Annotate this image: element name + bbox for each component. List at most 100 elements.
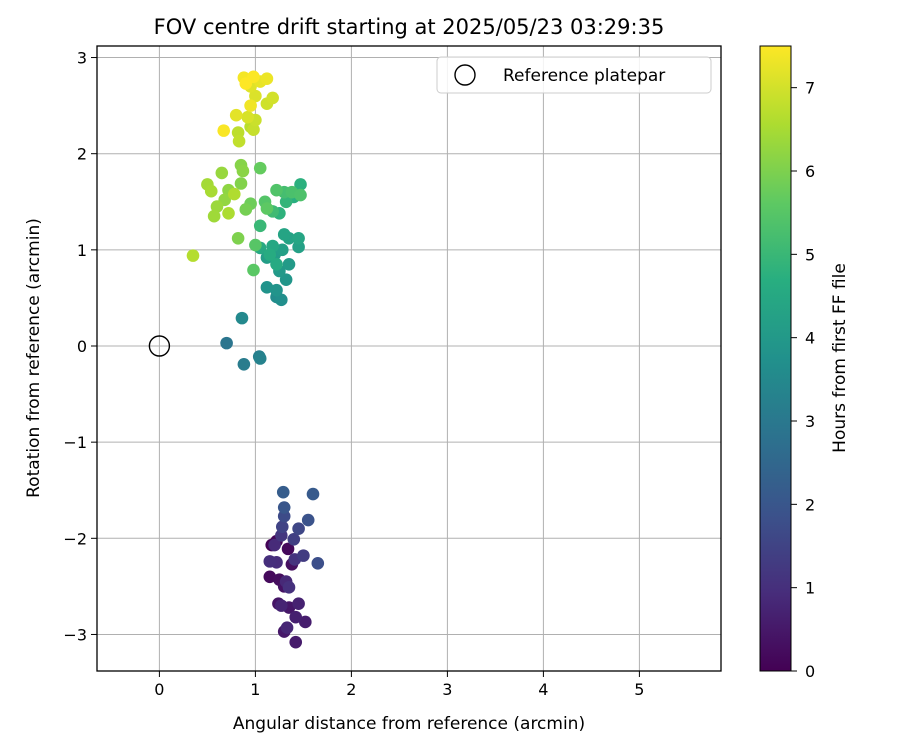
data-point — [239, 203, 253, 216]
y-tick-label: −1 — [63, 433, 87, 452]
data-point — [229, 108, 243, 122]
x-tick-label: 5 — [634, 680, 644, 699]
data-point — [297, 549, 310, 562]
x-tick-label: 1 — [250, 680, 260, 699]
legend-box — [436, 56, 712, 94]
legend-label: Reference platepar — [503, 66, 665, 86]
y-tick-label: 2 — [77, 145, 87, 164]
legend-open-circle-icon — [454, 64, 476, 86]
data-point — [260, 202, 274, 215]
data-point — [247, 123, 260, 136]
data-point — [241, 110, 255, 124]
chart-title: FOV centre drift starting at 2025/05/23 … — [154, 15, 665, 39]
colorbar-tick-label: 6 — [805, 162, 815, 181]
reference-platepar-marker — [148, 335, 171, 357]
data-point — [231, 232, 245, 245]
data-point — [215, 166, 229, 180]
y-tick-label: 3 — [77, 49, 87, 68]
data-point — [210, 200, 224, 213]
data-point — [277, 509, 291, 523]
data-point — [253, 352, 267, 365]
legend: Reference platepar — [436, 56, 712, 94]
data-point — [253, 161, 267, 175]
data-point — [268, 538, 281, 552]
colorbar-tick-label: 5 — [805, 245, 815, 264]
x-tick-label: 0 — [154, 680, 164, 699]
y-tick-label: 1 — [77, 241, 87, 260]
plot-frame — [96, 45, 722, 672]
data-point — [292, 232, 305, 245]
x-tick-label: 4 — [538, 680, 548, 699]
data-point — [299, 615, 312, 629]
colorbar-tick-label: 0 — [805, 662, 815, 681]
data-point — [281, 542, 295, 556]
data-point — [260, 281, 274, 294]
data-point — [275, 293, 288, 307]
colorbar-tick-label: 3 — [805, 412, 815, 431]
data-point — [220, 336, 233, 350]
x-tick-label: 2 — [346, 680, 356, 699]
data-point — [275, 599, 288, 612]
data-point — [301, 513, 315, 527]
data-point — [235, 311, 249, 325]
data-point — [289, 610, 303, 624]
colorbar-tick-label: 1 — [805, 579, 815, 598]
y-axis-ticks: −3 −2 −1 0 1 2 3 — [63, 49, 97, 644]
data-point — [236, 164, 250, 178]
data-point — [277, 501, 291, 514]
data-point — [244, 99, 257, 112]
x-tick-label: 3 — [442, 680, 452, 699]
data-point — [207, 209, 221, 223]
data-point — [289, 635, 303, 649]
data-point — [276, 485, 290, 499]
y-tick-label: 0 — [77, 337, 87, 356]
data-point — [263, 248, 277, 261]
y-axis-label: Rotation from reference (arcmin) — [24, 218, 44, 498]
data-point — [282, 581, 296, 594]
data-point — [270, 257, 283, 271]
data-point — [266, 91, 279, 105]
data-point — [306, 487, 320, 501]
data-point — [282, 257, 296, 271]
data-point — [275, 243, 289, 257]
data-point — [270, 183, 283, 197]
data-point — [263, 570, 277, 584]
colorbar-tick-label: 7 — [805, 79, 815, 98]
data-point — [232, 134, 246, 148]
colorbar: 0 1 2 3 4 5 6 7 Hours from first FF file — [759, 45, 850, 681]
data-point — [270, 283, 283, 297]
data-point — [292, 597, 305, 610]
data-point — [217, 124, 231, 137]
data-point — [294, 178, 307, 191]
data-point — [287, 532, 301, 546]
data-point — [222, 207, 235, 220]
data-point — [227, 187, 241, 201]
data-point — [247, 263, 260, 277]
reference-marker-layer — [148, 335, 171, 357]
data-point — [279, 273, 293, 286]
data-point — [275, 520, 289, 534]
data-point — [249, 238, 262, 252]
colorbar-tick-label: 4 — [805, 329, 815, 348]
data-points — [186, 70, 325, 649]
data-point — [263, 555, 277, 568]
data-point — [279, 195, 293, 209]
data-point — [186, 249, 200, 262]
colorbar-gradient — [759, 45, 792, 672]
data-point — [311, 557, 325, 570]
data-point — [237, 357, 251, 371]
data-point — [292, 522, 305, 535]
y-tick-label: −2 — [63, 529, 87, 548]
x-axis-label: Angular distance from reference (arcmin) — [233, 714, 585, 734]
y-tick-label: −3 — [63, 625, 87, 644]
data-point — [280, 621, 294, 635]
colorbar-label: Hours from first FF file — [830, 263, 850, 453]
data-point — [292, 240, 305, 254]
data-point — [277, 228, 291, 241]
data-point — [249, 89, 262, 103]
data-point — [239, 77, 253, 90]
data-point — [294, 188, 307, 202]
